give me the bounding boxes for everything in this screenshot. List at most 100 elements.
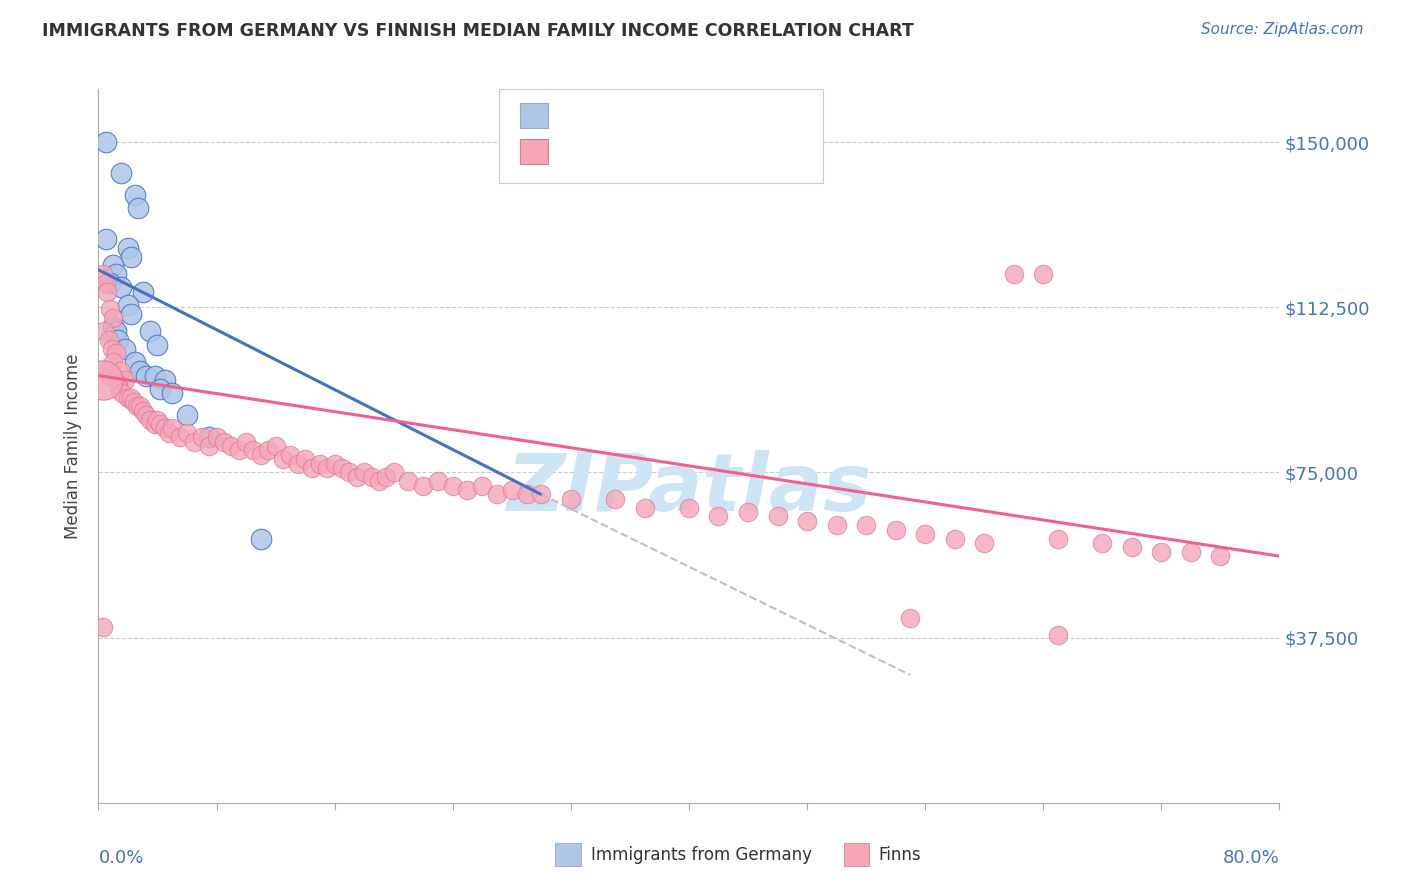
- Point: [346, 470, 368, 484]
- Point: [98, 276, 121, 290]
- Point: [486, 487, 509, 501]
- Point: [108, 382, 131, 396]
- Text: N =: N =: [661, 107, 700, 125]
- Point: [110, 364, 132, 378]
- Point: [257, 443, 280, 458]
- Point: [914, 527, 936, 541]
- Point: [973, 536, 995, 550]
- Point: [103, 259, 125, 273]
- Point: [530, 487, 553, 501]
- Point: [103, 320, 125, 334]
- Point: [353, 466, 375, 480]
- Point: [1091, 536, 1114, 550]
- Point: [287, 457, 309, 471]
- Point: [1180, 545, 1202, 559]
- Point: [316, 461, 339, 475]
- Point: [132, 285, 155, 299]
- Point: [1032, 267, 1054, 281]
- Point: [900, 611, 922, 625]
- Point: [98, 302, 121, 317]
- Point: [382, 466, 405, 480]
- Text: 30: 30: [696, 107, 720, 125]
- Point: [98, 368, 121, 383]
- Point: [117, 298, 139, 312]
- Text: 91: 91: [696, 143, 720, 161]
- Point: [105, 267, 128, 281]
- Point: [125, 400, 148, 414]
- Point: [114, 342, 136, 356]
- Point: [162, 386, 183, 401]
- Point: [124, 188, 146, 202]
- Point: [198, 439, 221, 453]
- Point: [93, 325, 115, 339]
- Point: [309, 457, 332, 471]
- Point: [198, 430, 221, 444]
- Point: [294, 452, 316, 467]
- Point: [91, 619, 114, 633]
- Point: [605, 491, 627, 506]
- Point: [766, 509, 789, 524]
- Point: [375, 470, 398, 484]
- Text: Finns: Finns: [879, 846, 921, 863]
- Point: [678, 500, 700, 515]
- Point: [323, 457, 346, 471]
- Point: [107, 377, 129, 392]
- Point: [456, 483, 478, 497]
- Point: [96, 285, 118, 299]
- Point: [122, 395, 145, 409]
- Point: [191, 430, 214, 444]
- Point: [110, 166, 132, 180]
- Point: [1046, 532, 1069, 546]
- Point: [110, 280, 132, 294]
- Point: [278, 448, 302, 462]
- Point: [235, 434, 257, 449]
- Point: [250, 532, 273, 546]
- Point: [100, 342, 122, 356]
- Point: [1002, 267, 1025, 281]
- Y-axis label: Median Family Income: Median Family Income: [65, 353, 83, 539]
- Point: [250, 448, 273, 462]
- Point: [143, 368, 166, 383]
- Point: [412, 478, 434, 492]
- Point: [271, 452, 294, 467]
- Point: [1046, 628, 1069, 642]
- Point: [330, 461, 353, 475]
- Point: [441, 478, 464, 492]
- Point: [855, 518, 877, 533]
- Point: [135, 408, 157, 422]
- Point: [153, 421, 176, 435]
- Text: Source: ZipAtlas.com: Source: ZipAtlas.com: [1201, 22, 1364, 37]
- Point: [103, 355, 125, 369]
- Point: [143, 417, 166, 431]
- Point: [301, 461, 323, 475]
- Point: [183, 434, 205, 449]
- Point: [128, 400, 150, 414]
- Point: [91, 373, 114, 387]
- Point: [139, 325, 162, 339]
- Point: [157, 425, 180, 440]
- Point: [205, 430, 228, 444]
- Point: [94, 276, 117, 290]
- Point: [117, 241, 139, 255]
- Point: [1209, 549, 1232, 563]
- Point: [120, 250, 142, 264]
- Text: Immigrants from Germany: Immigrants from Germany: [591, 846, 811, 863]
- Point: [127, 201, 149, 215]
- Point: [360, 470, 382, 484]
- Point: [176, 408, 198, 422]
- Point: [707, 509, 730, 524]
- Point: [737, 505, 759, 519]
- Point: [427, 475, 450, 489]
- Point: [242, 443, 264, 458]
- Point: [162, 421, 183, 435]
- Text: 0.0%: 0.0%: [98, 849, 143, 867]
- Point: [633, 500, 655, 515]
- Point: [825, 518, 848, 533]
- Point: [135, 368, 157, 383]
- Point: [339, 466, 360, 480]
- Point: [97, 333, 120, 347]
- Point: [1121, 541, 1143, 555]
- Text: IMMIGRANTS FROM GERMANY VS FINNISH MEDIAN FAMILY INCOME CORRELATION CHART: IMMIGRANTS FROM GERMANY VS FINNISH MEDIA…: [42, 22, 914, 40]
- Point: [96, 364, 118, 378]
- Text: 80.0%: 80.0%: [1223, 849, 1279, 867]
